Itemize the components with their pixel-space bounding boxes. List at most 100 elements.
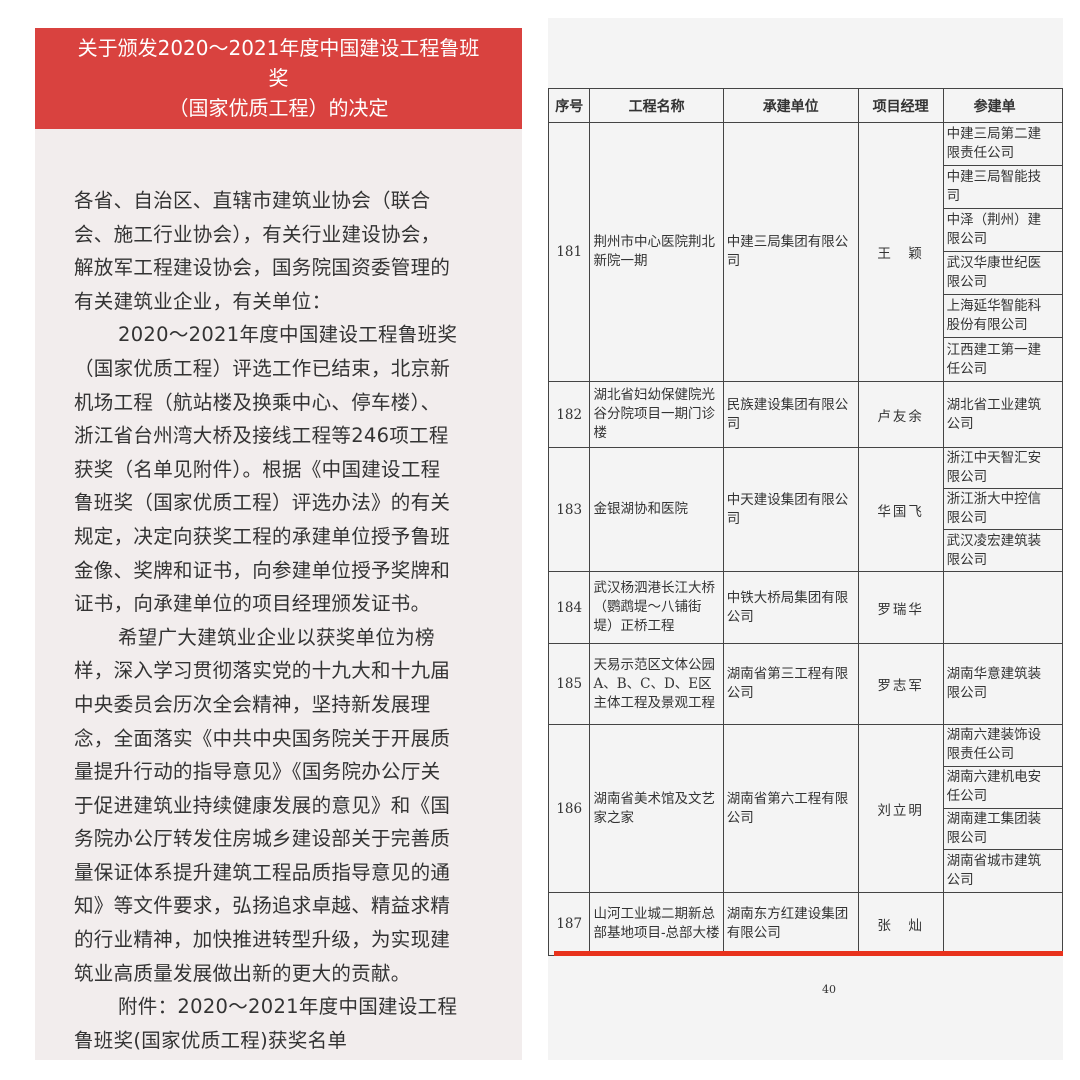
row-number: 187 (548, 892, 591, 956)
row-number: 182 (548, 381, 591, 448)
participant-line: 湖南省城市建筑 (946, 853, 1042, 870)
text-line: 浙江省台州湾大桥及接线工程等246项工程 (74, 424, 449, 448)
participant-line: 江西建工第一建 (946, 341, 1042, 358)
column-header: 参建单 (942, 88, 1063, 123)
project-name: 湖北省妇幼保健院光谷分院项目一期门诊楼 (589, 381, 724, 448)
participant-line: 公司 (946, 415, 974, 432)
project-manager: 罗志军 (857, 643, 944, 725)
participant-line: 湖南六建装饰设 (946, 727, 1042, 744)
title-line: 奖 (268, 66, 289, 90)
participant-line: 浙江浙大中控信 (946, 491, 1042, 507)
project-manager: 刘立明 (857, 724, 944, 893)
project-manager: 罗瑞华 (857, 571, 944, 644)
text-line: 鲁班奖(国家优质工程)获奖名单 (74, 1028, 348, 1052)
contractor: 民族建设集团有限公司 (722, 381, 859, 448)
participant-unit: 武汉华康世纪医 限公司 (943, 252, 1062, 295)
participant-line: 任公司 (946, 788, 988, 805)
table-row: 184 武汉杨泗港长江大桥（鹦鹉堤～八铺街堤）正桥工程 中铁大桥局集团有限公司 罗瑞华 (548, 571, 1063, 644)
table-row: 183 金银湖协和医院 中天建设集团有限公司 华国飞 浙江中天智汇安 限公司 浙江浙大中控信… (548, 447, 1063, 572)
participant-unit: 湖南建工集团装 限公司 (943, 809, 1062, 851)
participants-cell: 浙江中天智汇安 限公司 浙江浙大中控信 限公司 武汉凌宏建筑装 限公司 (942, 447, 1063, 572)
project-name: 荆州市中心医院荆北新院一期 (589, 122, 724, 382)
table-row: 181 荆州市中心医院荆北新院一期 中建三局集团有限公司王 颖中建三局第二建 限责任公… (548, 122, 1063, 382)
participants-cell: 湖南华意建筑装 限公司 (942, 643, 1063, 725)
participant-line: 武汉华康世纪医 (946, 255, 1042, 271)
text-line: 机场工程（航站楼及换乘中心、停车楼）、 (74, 390, 441, 414)
text-line: 获奖（名单见附件）。根据《中国建设工程 (74, 457, 441, 481)
contractor: 湖南东方红建设集团有限公司 (722, 892, 859, 956)
text-line: 量保证体系提升建筑工程品质指导意见的通 (74, 860, 451, 884)
participant-line: 中泽（荆州）建 (946, 212, 1042, 228)
participant-unit: 湖南六建装饰设 限责任公司 (943, 725, 1062, 767)
participants-cell: 湖南六建装饰设 限责任公司 湖南六建机电安 任公司 湖南建工集团装 限公司 湖南省城市建筑公… (942, 724, 1063, 893)
participant-line: 限公司 (946, 274, 988, 290)
text-line: 鲁班奖（国家优质工程）评选办法》的有关 (74, 491, 451, 515)
table-row: 186 湖南省美术馆及文艺家之家 湖南省第六工程有限公司 刘立明 湖南六建装饰设 限责任公… (548, 724, 1063, 893)
row-number: 181 (548, 122, 591, 382)
row-number: 186 (548, 724, 591, 893)
participant-line: 司 (946, 188, 961, 204)
column-header: 工程名称 (589, 88, 724, 123)
red-divider (554, 951, 1063, 956)
text-line: （国家优质工程）评选工作已结束，北京新 (74, 356, 451, 380)
participant-line: 湖北省工业建筑 (946, 396, 1042, 413)
paragraph: 希望广大建筑业企业以获奖单位为榜样，深入学习贯彻落实党的十九大和十九届 中央委员会… (74, 621, 524, 991)
text-line: 各省、自治区、直辖市建筑业协会（联合 (74, 189, 431, 212)
participant-line: 限公司 (946, 231, 988, 247)
project-manager: 华国飞 (857, 447, 944, 572)
participant-unit: 中泽（荆州）建 限公司 (943, 209, 1062, 252)
participant-line: 股份有限公司 (946, 317, 1028, 333)
row-number: 185 (548, 643, 591, 725)
participant-line: 限公司 (946, 510, 988, 526)
text-line: 希望广大建筑业企业以获奖单位为榜 (118, 625, 435, 649)
notice-body: 各省、自治区、直辖市建筑业协会（联合 会、施工行业协会），有关行业建设协会， 解放军… (74, 184, 524, 1057)
contractor: 中建三局集团有限公司 (722, 122, 859, 382)
project-name: 金银湖协和医院 (589, 447, 724, 572)
text-line: 2020～2021年度中国建设工程鲁班奖 (118, 323, 458, 347)
text-line: 筑业高质量发展做出新的更大的贡献。 (74, 961, 411, 985)
participant-line: 限责任公司 (946, 746, 1015, 763)
participant-line: 公司 (946, 872, 974, 889)
project-manager: 张 灿 (857, 892, 944, 956)
table-row: 185 天易示范区文体公园A、B、C、D、E区主体工程及景观工程 湖南省第三工程有限… (548, 643, 1063, 725)
text-line: 中央委员会历次全会精神，坚持新发展理 (74, 692, 431, 716)
title-line: 关于颁发2020～2021年度中国建设工程鲁班 (77, 36, 480, 60)
participant-unit: 湖南省城市建筑 公司 (944, 850, 1062, 892)
table-header-row: 序号 工程名称 承建单位 项目经理 参建单 (548, 88, 1063, 123)
contractor: 湖南省第三工程有限公司 (722, 643, 859, 725)
participant-line: 湖南华意建筑装 (946, 666, 1042, 682)
participant-unit: 武汉凌宏建筑装 限公司 (944, 530, 1062, 571)
participant-unit: 中建三局第二建 限责任公司 (943, 123, 1062, 166)
participant-line: 浙江中天智汇安 (946, 450, 1042, 466)
participant-line: 限公司 (946, 551, 988, 568)
participants-cell: 湖北省工业建筑 公司 (942, 381, 1063, 448)
text-line: 会、施工行业协会），有关行业建设协会， (74, 222, 441, 246)
project-manager: 王 颖 (857, 122, 944, 382)
page-number: 40 (822, 983, 836, 996)
contractor: 湖南省第六工程有限公司 (722, 724, 859, 893)
row-number: 184 (548, 571, 591, 644)
text-line: 样，深入学习贯彻落实党的十九大和十九届 (74, 659, 451, 683)
paragraph: 附件：2020～2021年度中国建设工程 鲁班奖(国家优质工程)获奖名单 (74, 990, 524, 1057)
participant-line: 中建三局第二建 (946, 126, 1042, 142)
column-header: 承建单位 (722, 88, 859, 123)
participant-line: 中建三局智能技 (946, 169, 1042, 185)
project-manager: 卢友余 (857, 381, 944, 448)
participant-line: 湖南建工集团装 (946, 810, 1042, 827)
participant-line: 限公司 (946, 469, 988, 485)
table-row: 182 湖北省妇幼保健院光谷分院项目一期门诊楼 民族建设集团有限公司 卢友余 湖北省工业… (548, 381, 1063, 448)
participant-line: 上海延华智能科 (946, 298, 1042, 314)
text-line: 规定，决定向获奖工程的承建单位授予鲁班 (74, 524, 451, 548)
notice-card: 关于颁发2020～2021年度中国建设工程鲁班奖 （国家优质工程）的决定 各省、自… (35, 28, 522, 1060)
row-number: 183 (548, 447, 591, 572)
contractor: 中铁大桥局集团有限公司 (722, 571, 859, 644)
text-line: 量提升行动的指导意见》《国务院办公厅关 (74, 760, 441, 784)
paragraph: 各省、自治区、直辖市建筑业协会（联合 会、施工行业协会），有关行业建设协会， 解放军… (74, 184, 524, 318)
column-header: 序号 (548, 88, 591, 123)
participants-cell (942, 892, 1063, 956)
participant-unit: 湖北省工业建筑 公司 (944, 382, 1062, 447)
table-row: 187 山河工业城二期新总部基地项目-总部大楼 湖南东方红建设集团有限公司张 灿 (548, 892, 1063, 956)
participant-unit: 中建三局智能技司 (943, 166, 1062, 209)
text-line: 证书，向承建单位的项目经理颁发证书。 (74, 592, 431, 616)
participant-unit: 湖南六建机电安 任公司 (943, 767, 1062, 809)
